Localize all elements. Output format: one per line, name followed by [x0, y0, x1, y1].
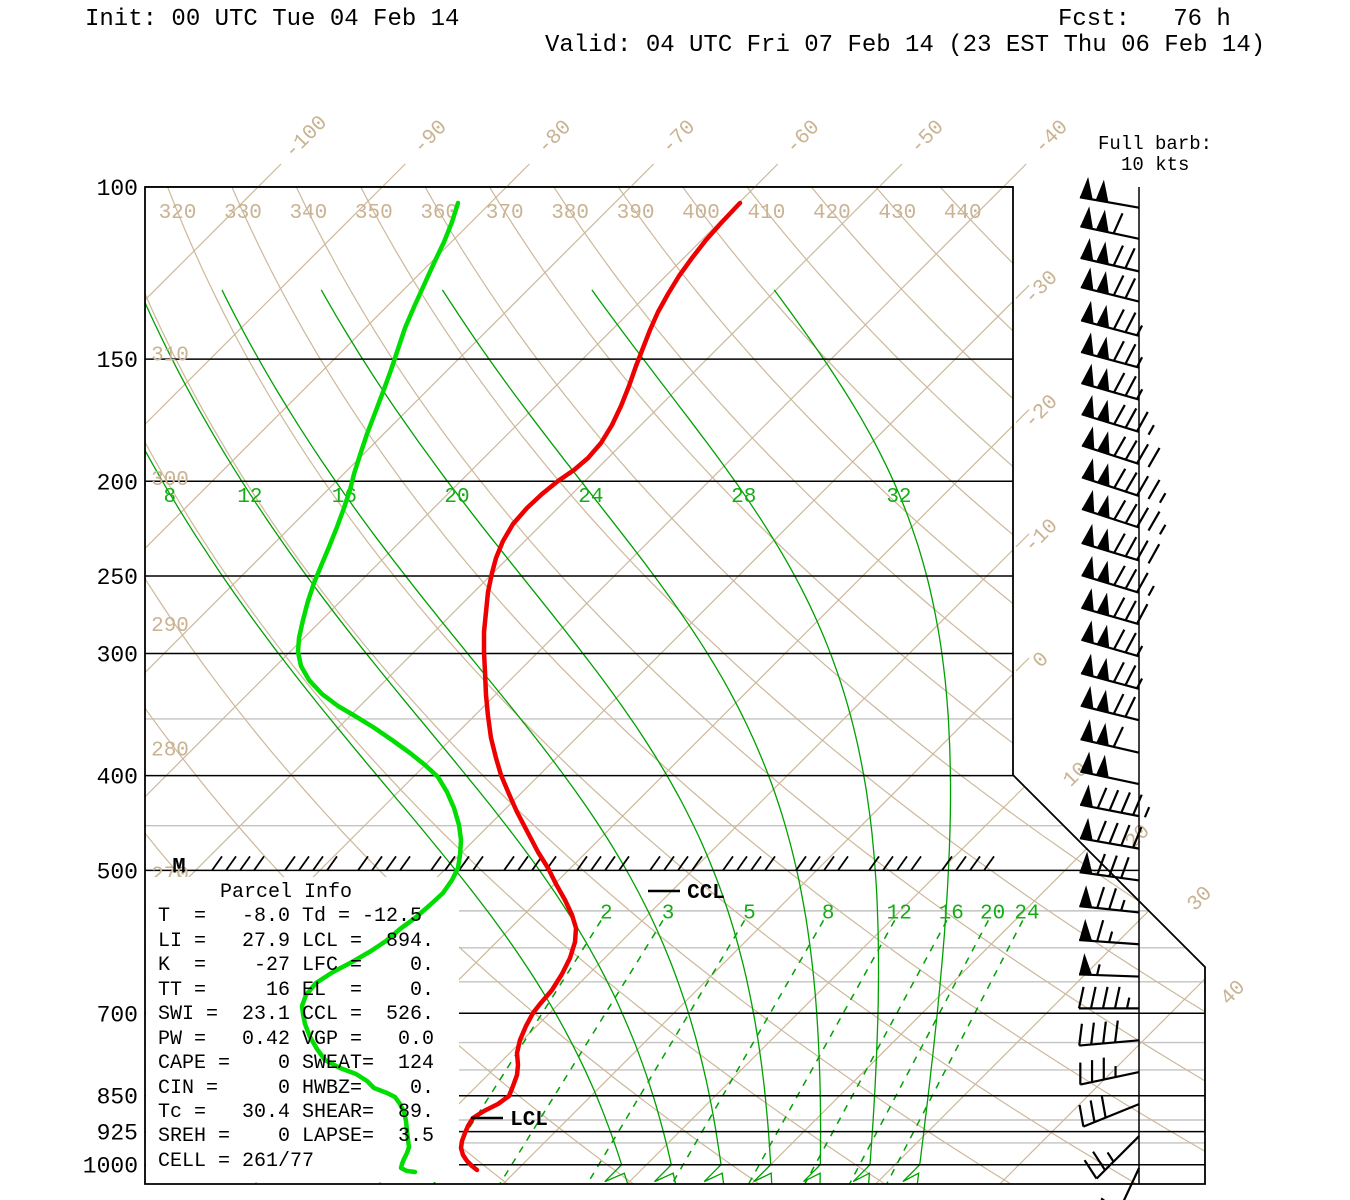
parcel-info-row: T = -8.0 Td = -12.5 — [158, 905, 423, 929]
svg-text:-60: -60 — [782, 116, 825, 159]
svg-text:16: 16 — [939, 902, 964, 925]
svg-text:8: 8 — [164, 486, 177, 509]
svg-text:350: 350 — [355, 202, 393, 225]
forecast-hour-label: Fcst: 76 h — [1058, 6, 1231, 33]
svg-text:310: 310 — [151, 344, 189, 367]
valid-time-label: Valid: 04 UTC Fri 07 Feb 14 (23 EST Thu … — [545, 32, 1266, 59]
svg-text:2: 2 — [600, 902, 613, 925]
svg-text:-100: -100 — [281, 112, 333, 164]
svg-text:440: 440 — [944, 202, 982, 225]
svg-text:8: 8 — [822, 902, 835, 925]
svg-text:-90: -90 — [410, 116, 453, 159]
svg-text:370: 370 — [486, 202, 524, 225]
svg-text:300: 300 — [97, 642, 138, 668]
svg-text:30: 30 — [1184, 883, 1218, 917]
svg-text:100: 100 — [97, 176, 138, 202]
svg-text:-80: -80 — [534, 116, 577, 159]
parcel-info-row: CAPE = 0 SWEAT= 124 — [158, 1052, 435, 1076]
svg-text:0: 0 — [1029, 648, 1054, 673]
svg-text:380: 380 — [551, 202, 589, 225]
svg-text:150: 150 — [97, 348, 138, 374]
svg-text:340: 340 — [289, 202, 327, 225]
svg-text:200: 200 — [97, 470, 138, 496]
svg-text:-10: -10 — [1020, 515, 1063, 558]
parcel-info-row: PW = 0.42 VGP = 0.0 — [158, 1027, 435, 1051]
svg-text:300: 300 — [151, 469, 189, 492]
svg-text:430: 430 — [878, 202, 916, 225]
svg-text:-30: -30 — [1020, 267, 1063, 310]
svg-text:-50: -50 — [906, 116, 949, 159]
parcel-info-row: K = -27 LFC = 0. — [158, 954, 435, 978]
svg-text:24: 24 — [578, 486, 603, 509]
svg-text:330: 330 — [224, 202, 262, 225]
moist-adiabat-lines — [145, 289, 952, 1184]
svg-text:360: 360 — [420, 202, 458, 225]
svg-text:850: 850 — [97, 1085, 138, 1111]
hatch-band-500mb: M — [172, 854, 995, 879]
svg-text:28: 28 — [731, 486, 756, 509]
pressure-axis-labels: 100 150 200 250 300 400 500 700 850 925 1000 — [83, 176, 138, 1180]
svg-text:700: 700 — [97, 1002, 138, 1028]
svg-text:3: 3 — [662, 902, 675, 925]
svg-text:400: 400 — [97, 765, 138, 791]
parcel-info-title: Parcel Info — [220, 881, 353, 904]
wind-barbs — [1077, 176, 1167, 1200]
svg-text:410: 410 — [748, 202, 786, 225]
svg-text:M: M — [172, 854, 185, 879]
svg-text:24: 24 — [1014, 902, 1039, 925]
parcel-info-row: CIN = 0 HWBZ= 0. — [158, 1076, 435, 1100]
svg-text:32: 32 — [886, 486, 911, 509]
svg-text:-40: -40 — [1031, 116, 1074, 159]
dry-adiabat-labels: 320 330 340 350 360 370 380 390 400 410 420 430 440 3… — [151, 202, 982, 887]
svg-text:CCL: CCL — [687, 882, 725, 905]
parcel-info-row: Tc = 30.4 SHEAR= 89. — [158, 1100, 435, 1124]
svg-text:925: 925 — [97, 1121, 138, 1147]
parcel-info-row: SWI = 23.1 CCL = 526. — [158, 1003, 435, 1027]
svg-text:40: 40 — [1217, 977, 1251, 1011]
svg-text:390: 390 — [617, 202, 655, 225]
svg-text:500: 500 — [97, 859, 138, 885]
svg-text:5: 5 — [743, 902, 756, 925]
svg-text:12: 12 — [887, 902, 912, 925]
svg-text:LCL: LCL — [510, 1109, 548, 1132]
svg-text:320: 320 — [159, 202, 197, 225]
svg-text:12: 12 — [237, 486, 262, 509]
plot-frame — [144, 186, 1206, 1185]
init-time-label: Init: 00 UTC Tue 04 Feb 14 — [85, 6, 460, 33]
svg-text:250: 250 — [97, 565, 138, 591]
svg-text:20: 20 — [444, 486, 469, 509]
svg-text:-20: -20 — [1020, 391, 1063, 434]
parcel-info-row: TT = 16 EL = 0. — [158, 978, 435, 1002]
level-markers: CCL LCL — [471, 882, 725, 1132]
svg-text:-70: -70 — [658, 116, 701, 159]
parcel-info-row: SREH = 0 LAPSE= 3.5 — [158, 1125, 435, 1149]
parcel-info-box: Parcel Info T = -8.0 Td = -12.5 LI = 27.… — [158, 881, 434, 1174]
barb-legend-line1: Full barb: — [1098, 133, 1213, 155]
green-line-labels: 8 12 16 20 24 28 322 3 5 8 12 16 20 24 — [164, 486, 1040, 926]
svg-text:420: 420 — [813, 202, 851, 225]
parcel-info-row: CELL = 261/77 — [158, 1149, 315, 1173]
svg-text:1000: 1000 — [83, 1154, 138, 1180]
svg-text:280: 280 — [151, 740, 189, 763]
parcel-info-row: LI = 27.9 LCL = 894. — [158, 929, 435, 953]
svg-text:20: 20 — [980, 902, 1005, 925]
temperature-trace — [458, 200, 743, 1173]
svg-text:290: 290 — [151, 615, 189, 638]
barb-legend-line2: 10 kts — [1121, 154, 1190, 176]
svg-text:400: 400 — [682, 202, 720, 225]
dewpoint-trace — [295, 200, 464, 1175]
